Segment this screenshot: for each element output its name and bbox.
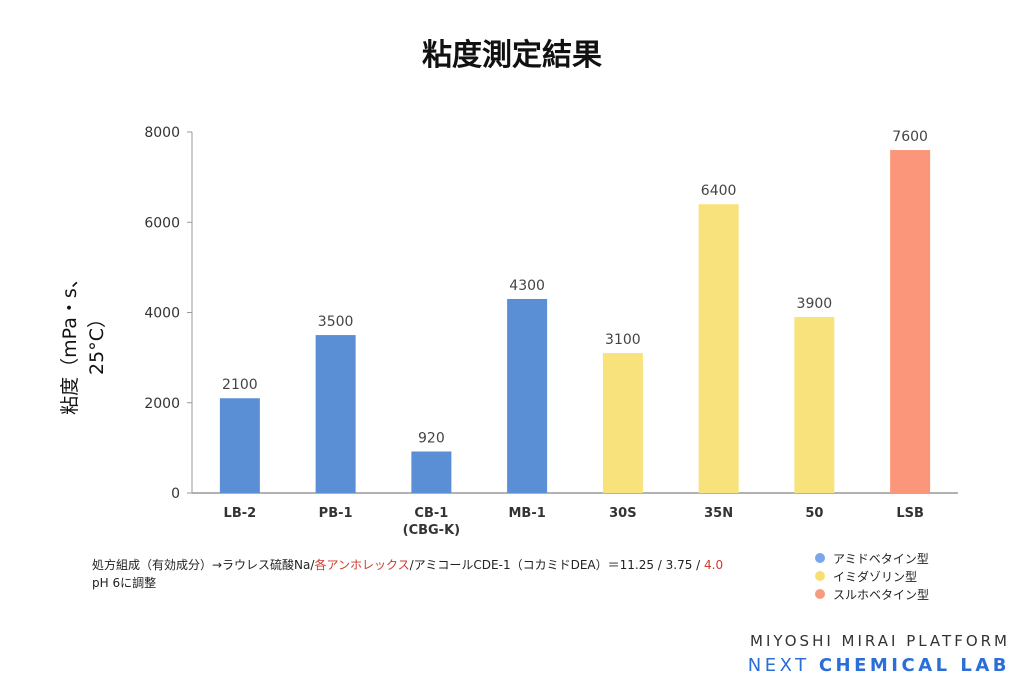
formulation-note: 処方組成（有効成分）→ラウレス硫酸Na/各アンホレックス/アミコールCDE-1（… [92, 556, 723, 592]
x-tick-label: 30S [609, 506, 636, 521]
data-label: 4300 [509, 278, 545, 294]
legend-item: スルホベタイン型 [815, 585, 929, 603]
y-tick-label: 2000 [144, 396, 180, 412]
legend-label: アミドベタイン型 [833, 551, 929, 566]
brand-text-bold: CHEMICAL LAB [818, 655, 1010, 676]
x-tick-label: 50 [805, 506, 823, 521]
legend-dot-icon [815, 571, 825, 581]
data-label: 6400 [701, 183, 737, 199]
chart-title: 粘度測定結果 [422, 38, 602, 73]
data-label: 2100 [222, 377, 258, 393]
data-label: 3900 [797, 296, 833, 312]
bar [890, 150, 931, 494]
bar [794, 317, 835, 493]
brand-text: NEXT [747, 655, 819, 676]
bar [219, 398, 260, 493]
note-text: 処方組成（有効成分）→ラウレス硫酸Na/ [92, 558, 315, 572]
bar [602, 353, 643, 493]
legend-label: スルホベタイン型 [833, 587, 930, 602]
data-label: 920 [418, 430, 445, 446]
y-tick-label: 4000 [144, 306, 180, 322]
note-line-1: 処方組成（有効成分）→ラウレス硫酸Na/各アンホレックス/アミコールCDE-1（… [92, 556, 723, 574]
note-highlight: 各アンホレックス [314, 558, 410, 572]
x-tick-label: 35N [704, 506, 733, 521]
note-highlight: 4.0 [704, 558, 724, 572]
x-tick-label: MB-1 [508, 506, 545, 521]
x-tick-label: (CBG-K) [403, 523, 460, 538]
y-tick-label: 8000 [144, 125, 180, 141]
note-text: /アミコールCDE-1（コカミドDEA）＝11.25 / 3.75 / [409, 558, 705, 572]
x-tick-label: PB-1 [319, 506, 353, 521]
y-tick-label: 0 [171, 486, 180, 502]
bar-chart: 0 2000 4000 6000 8000 2100 LB-2 3500 PB-1 920 CB-1… [144, 125, 958, 538]
data-label: 3500 [318, 314, 354, 330]
legend-label: イミダゾリン型 [833, 569, 918, 584]
bar [698, 204, 739, 493]
brand-line-1: MIYOSHI MIRAI PLATFORM [750, 632, 1010, 650]
x-tick-label: CB-1 [414, 506, 448, 521]
note-line-2: pH 6に調整 [92, 576, 157, 590]
x-tick-label: LB-2 [224, 506, 257, 521]
legend: アミドベタイン型 イミダゾリン型 スルホベタイン型 [815, 549, 929, 603]
x-tick-label: LSB [896, 506, 924, 521]
brand-line-2: NEXT CHEMICAL LAB [748, 655, 1010, 676]
legend-dot-icon [815, 553, 825, 563]
bar [411, 451, 452, 493]
bar [315, 335, 356, 493]
bar [507, 298, 548, 493]
data-label: 3100 [605, 332, 641, 348]
y-tick-label: 6000 [144, 215, 180, 231]
data-label: 7600 [892, 129, 928, 145]
legend-item: アミドベタイン型 [815, 549, 929, 567]
legend-dot-icon [815, 589, 825, 599]
legend-item: イミダゾリン型 [815, 567, 929, 585]
